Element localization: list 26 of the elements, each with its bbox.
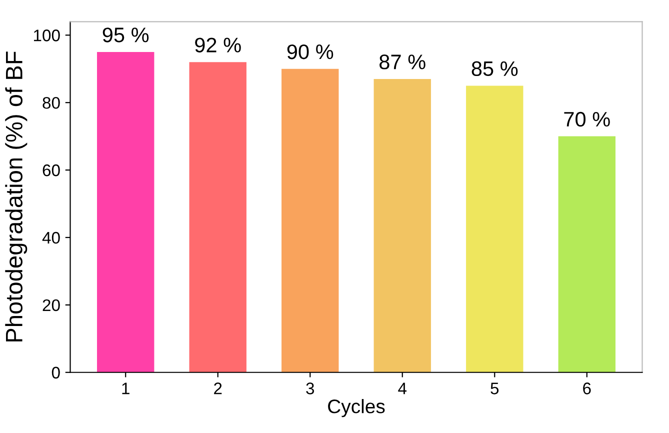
y-tick-label: 80 <box>42 96 60 109</box>
y-tick-label: 0 <box>52 366 60 379</box>
bar <box>558 136 616 372</box>
y-tick-label: 20 <box>42 299 60 312</box>
y-tick-label: 60 <box>42 164 60 176</box>
y-tick-label: 100 <box>34 30 60 42</box>
data-label: 87 % <box>380 54 426 70</box>
data-label: 85 % <box>472 61 518 76</box>
x-axis-title: Cycles <box>328 399 385 418</box>
data-label: 90 % <box>287 44 334 60</box>
bar <box>374 78 431 372</box>
x-tick-label: 1 <box>122 382 130 394</box>
x-tick-label: 6 <box>583 382 591 394</box>
data-label: 92 % <box>195 38 241 52</box>
y-axis-title: Photodegradation (%) of BF <box>5 52 28 342</box>
data-label: 70 % <box>564 112 610 127</box>
x-tick-label: 4 <box>398 382 407 394</box>
y-tick-label: 40 <box>42 232 60 244</box>
bar <box>466 86 524 372</box>
x-tick-label: 3 <box>306 382 314 394</box>
data-label: 95 % <box>102 28 149 42</box>
bar <box>189 62 246 372</box>
x-tick-label: 5 <box>490 382 499 394</box>
bar <box>282 68 339 372</box>
bar <box>97 52 154 372</box>
x-tick-label: 2 <box>214 382 222 394</box>
